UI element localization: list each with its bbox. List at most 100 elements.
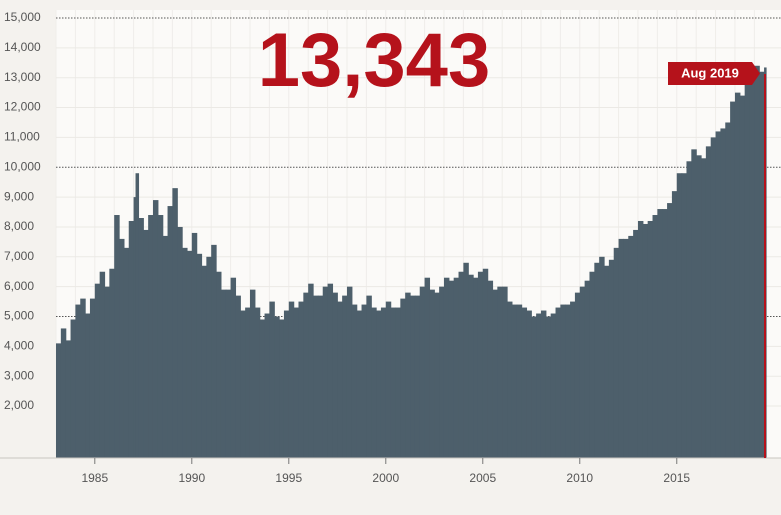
area-step	[148, 215, 154, 458]
area-step	[283, 310, 290, 458]
area-step	[545, 316, 552, 458]
area-step	[565, 304, 571, 458]
area-step	[230, 277, 237, 458]
area-step	[293, 307, 300, 458]
area-step	[400, 298, 406, 458]
area-step	[734, 92, 741, 459]
area-step	[109, 268, 115, 458]
y-tick-label: 14,000	[4, 40, 41, 54]
area-step	[599, 256, 605, 458]
area-step	[618, 238, 625, 458]
area-step	[628, 235, 634, 458]
area-step	[458, 271, 464, 458]
area-step	[206, 256, 212, 458]
area-step	[676, 173, 683, 458]
area-step	[317, 295, 324, 458]
y-tick-label: 12,000	[4, 100, 41, 114]
y-tick-label: 5,000	[4, 309, 34, 323]
area-step	[502, 286, 508, 458]
area-step	[123, 247, 130, 458]
area-step	[473, 277, 479, 458]
y-tick-label: 3,000	[4, 368, 34, 382]
area-step	[191, 232, 198, 458]
area-step	[138, 218, 144, 458]
area-step	[429, 289, 435, 458]
area-step	[371, 307, 377, 458]
area-step	[594, 262, 600, 458]
y-tick-label: 13,000	[4, 70, 41, 84]
area-step	[269, 301, 275, 458]
y-tick-label: 7,000	[4, 249, 34, 263]
area-step	[613, 247, 620, 458]
area-step	[264, 313, 270, 458]
area-step	[574, 292, 581, 458]
area-step	[327, 283, 334, 458]
area-step	[482, 268, 489, 458]
headline: 13,343	[258, 18, 490, 103]
area-step	[395, 307, 401, 458]
area-step	[439, 286, 445, 458]
area-step	[720, 128, 726, 458]
area-step	[410, 295, 416, 458]
area-step	[60, 328, 67, 458]
area-step	[424, 277, 431, 458]
x-tick-label: 2015	[663, 471, 690, 485]
area-step	[376, 310, 382, 458]
area-step	[414, 295, 421, 458]
area-step	[94, 283, 101, 458]
area-step	[584, 280, 591, 458]
area-step	[99, 271, 106, 458]
area-step	[361, 304, 367, 458]
area-step	[167, 206, 173, 458]
area-step	[366, 295, 372, 458]
area-step	[177, 226, 183, 458]
area-step	[152, 200, 159, 459]
area-step	[143, 229, 149, 458]
area-step	[540, 310, 547, 458]
area-step	[710, 137, 717, 458]
area-step	[701, 158, 707, 458]
area-step	[114, 215, 120, 458]
area-step	[346, 286, 353, 458]
y-tick-label: 6,000	[4, 279, 34, 293]
area-step	[448, 280, 455, 458]
y-tick-label: 2,000	[4, 398, 34, 412]
x-tick-label: 1990	[178, 471, 205, 485]
x-tick-label: 2005	[469, 471, 496, 485]
annotation-tag	[668, 62, 752, 85]
area-step	[119, 238, 125, 458]
area-step	[308, 283, 314, 458]
area-step	[419, 286, 426, 458]
area-step	[497, 286, 503, 458]
y-tick-label: 9,000	[4, 189, 34, 203]
area-step	[65, 340, 72, 458]
area-step	[288, 301, 295, 458]
y-tick-label: 4,000	[4, 339, 34, 353]
area-step	[157, 215, 164, 458]
area-step	[322, 286, 329, 458]
area-step	[337, 301, 343, 458]
area-step	[89, 298, 96, 458]
area-step	[182, 247, 188, 458]
area-step	[725, 122, 731, 459]
area-step	[405, 292, 411, 458]
area-step	[604, 265, 610, 458]
area-step	[201, 265, 207, 458]
area-step	[133, 197, 137, 458]
area-step	[463, 262, 469, 458]
area-step	[536, 313, 542, 458]
area-step	[303, 292, 309, 458]
y-tick-label: 15,000	[4, 10, 41, 24]
area-step	[642, 223, 649, 458]
area-step	[637, 220, 644, 458]
area-step	[434, 292, 440, 458]
area-step	[211, 244, 217, 458]
area-step	[56, 343, 62, 458]
area-step	[70, 319, 76, 458]
area-step	[686, 161, 692, 459]
area-step	[332, 292, 338, 458]
area-step	[657, 209, 663, 458]
area-step	[623, 238, 629, 458]
area-step	[453, 277, 460, 458]
